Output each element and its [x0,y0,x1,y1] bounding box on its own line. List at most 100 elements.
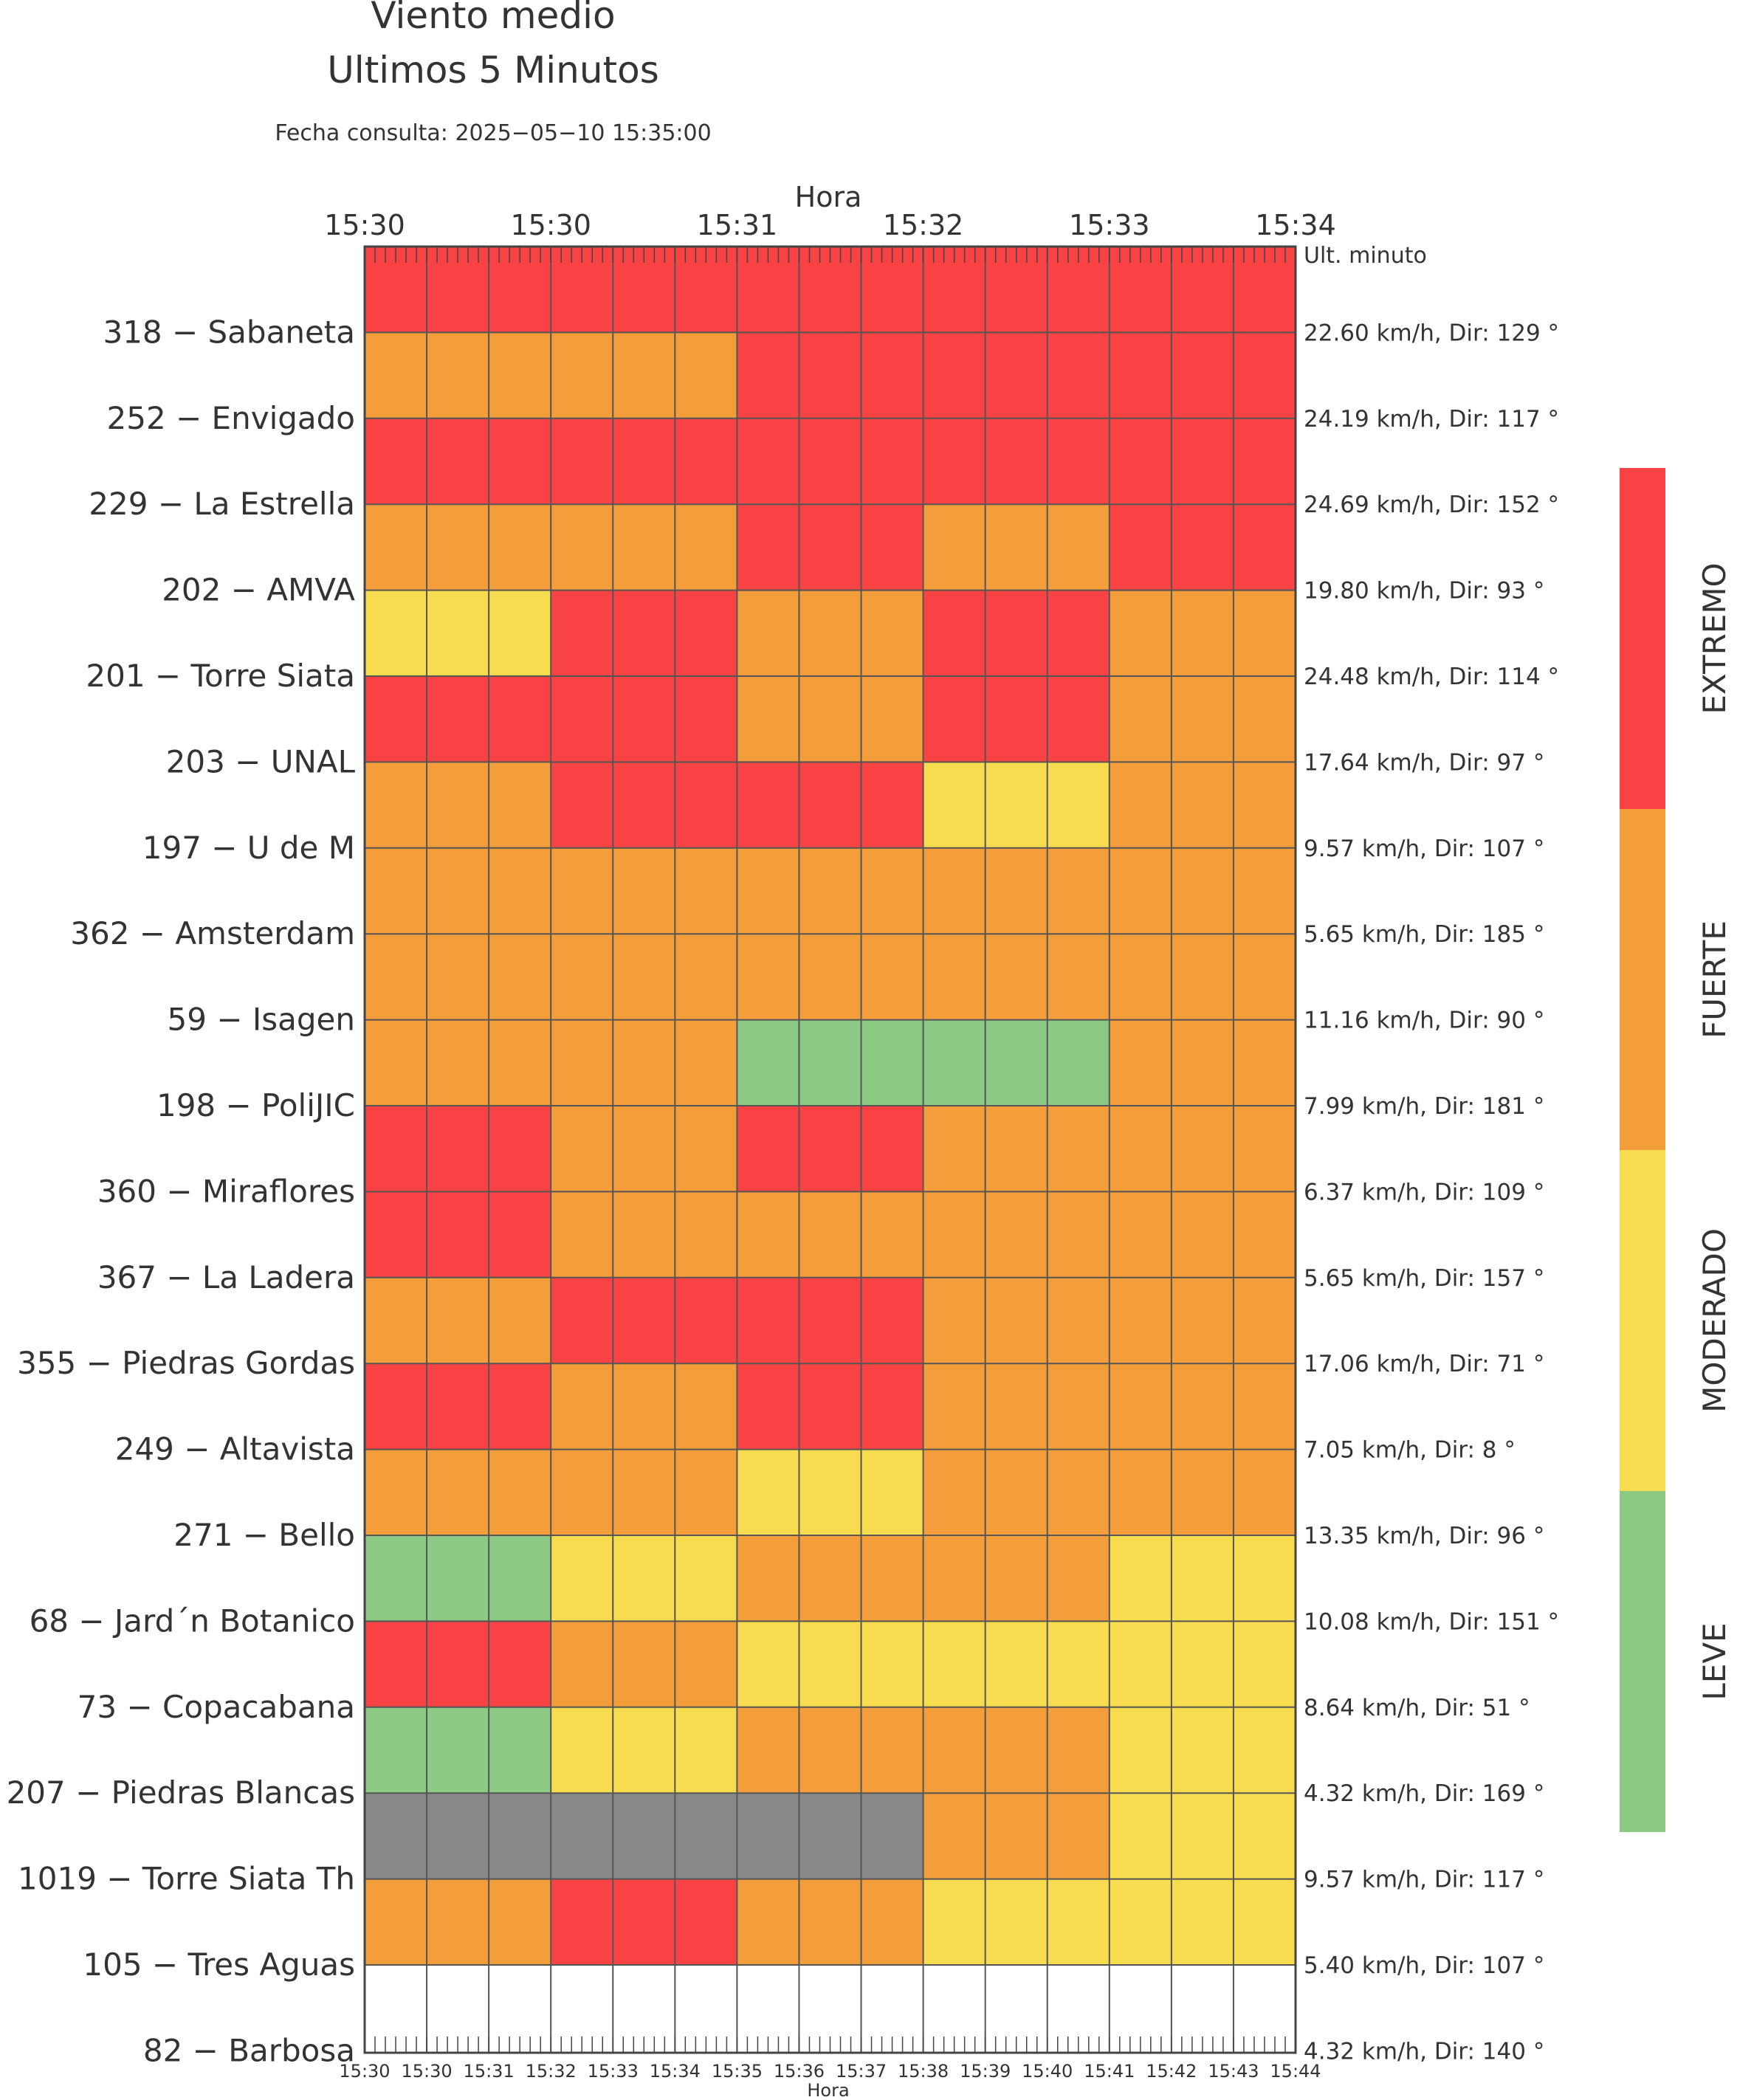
last-minute-value: 13.35 km/h, Dir: 96 ° [1304,1523,1544,1549]
last-minute-value: 24.48 km/h, Dir: 114 ° [1304,664,1559,690]
heatmap-cell [613,676,675,762]
heatmap-cell [675,1621,737,1707]
heatmap-cell [675,332,737,419]
heatmap-cell [1109,676,1172,762]
heatmap-cell [1047,1793,1110,1879]
heatmap-cell [1109,1707,1172,1794]
heatmap-cell [1047,418,1110,505]
heatmap-cell [1233,1277,1296,1364]
heatmap-cell [613,934,675,1020]
heatmap-cell [1047,1019,1110,1106]
heatmap-cell [923,1106,986,1192]
heatmap-cell [737,332,799,419]
heatmap-cell [1109,1019,1172,1106]
heatmap-cell [1171,934,1234,1020]
heatmap-cell [427,1535,489,1622]
heatmap-cell [489,332,551,419]
last-minute-value: 5.65 km/h, Dir: 185 ° [1304,921,1544,948]
last-minute-value: 4.32 km/h, Dir: 169 ° [1304,1780,1544,1807]
heatmap-cell [613,590,675,676]
heatmap-cell [551,1019,613,1106]
heatmap-cell [923,1621,986,1707]
heatmap-cell [1233,332,1296,419]
bottom-tick-label: 15:42 [1146,2061,1197,2082]
heatmap-cell [427,418,489,505]
heatmap-cell [861,1277,923,1364]
heatmap-cell [489,1363,551,1450]
heatmap-cell [1233,1106,1296,1192]
heatmap-cell [799,1019,861,1106]
heatmap-cell [675,1277,737,1364]
heatmap-cell [489,1277,551,1364]
heatmap-cell [923,504,986,591]
heatmap-cell [489,1191,551,1278]
heatmap-cell [1171,1621,1234,1707]
heatmap-cell [923,676,986,762]
heatmap-cell [365,762,427,848]
station-label: 271 − Bello [173,1517,355,1553]
station-label: 198 − PoliJIC [156,1087,355,1123]
top-tick-label: 15:33 [1069,209,1150,241]
last-minute-value: 10.08 km/h, Dir: 151 ° [1304,1608,1559,1635]
heatmap-cell [1109,1879,1172,1965]
heatmap-cell [675,1707,737,1794]
heatmap-cell [861,1449,923,1535]
heatmap-cell [365,934,427,1020]
heatmap-cell [365,1449,427,1535]
heatmap-cell [1233,1879,1296,1965]
heatmap-cell [985,332,1048,419]
heatmap-cell [985,676,1048,762]
heatmap-cell [985,1106,1048,1192]
heatmap-cell [923,934,986,1020]
query-date: Fecha consulta: 2025−05−10 15:35:00 [275,120,711,146]
heatmap-cell [985,1191,1048,1278]
heatmap-cell [365,1019,427,1106]
heatmap-cell [365,1106,427,1192]
heatmap-cell [1233,1363,1296,1450]
station-label: 360 − Miraflores [97,1173,355,1209]
last-minute-value: 8.64 km/h, Dir: 51 ° [1304,1695,1530,1721]
heatmap-cell [427,847,489,934]
station-label: 318 − Sabaneta [103,314,355,350]
bottom-tick-label: 15:32 [526,2061,577,2082]
heatmap-cell [737,1019,799,1106]
heatmap-cell [489,1793,551,1879]
bottom-tick-label: 15:31 [464,2061,515,2082]
heatmap-cell [489,1707,551,1794]
heatmap-cell [923,1363,986,1450]
heatmap-cell [1047,934,1110,1020]
heatmap-cell [1109,1191,1172,1278]
heatmap-cell [799,847,861,934]
heatmap-cell [1047,1621,1110,1707]
heatmap-cell [1109,1277,1172,1364]
station-label: 68 − Jard´n Botanico [30,1602,355,1639]
bottom-tick-label: 15:33 [588,2061,639,2082]
heatmap-cell [799,1793,861,1879]
heatmap-cell [427,1277,489,1364]
heatmap-cell [365,1191,427,1278]
heatmap-cell [1171,1191,1234,1278]
heatmap-cell [737,1707,799,1794]
heatmap-cell [737,676,799,762]
last-minute-value: 9.57 km/h, Dir: 117 ° [1304,1867,1544,1893]
heatmap-cell [1171,676,1234,762]
last-minute-value: 24.19 km/h, Dir: 117 ° [1304,406,1559,433]
heatmap-cell [427,590,489,676]
top-tick-label: 15:31 [697,209,778,241]
heatmap-cell [675,1879,737,1965]
legend-swatch-leve [1620,1491,1665,1832]
heatmap-cell [985,504,1048,591]
top-tick-label: 15:30 [324,209,405,241]
station-label: 82 − Barbosa [143,2032,355,2068]
heatmap-cell [675,1019,737,1106]
heatmap-cell [1233,418,1296,505]
heatmap-cell [675,1191,737,1278]
heatmap-cell [861,1621,923,1707]
station-label: 197 − U de M [142,830,355,866]
heatmap-cell [489,504,551,591]
heatmap-cell [675,1449,737,1535]
heatmap-cell [861,676,923,762]
heatmap-cell [799,934,861,1020]
heatmap-cell [613,418,675,505]
